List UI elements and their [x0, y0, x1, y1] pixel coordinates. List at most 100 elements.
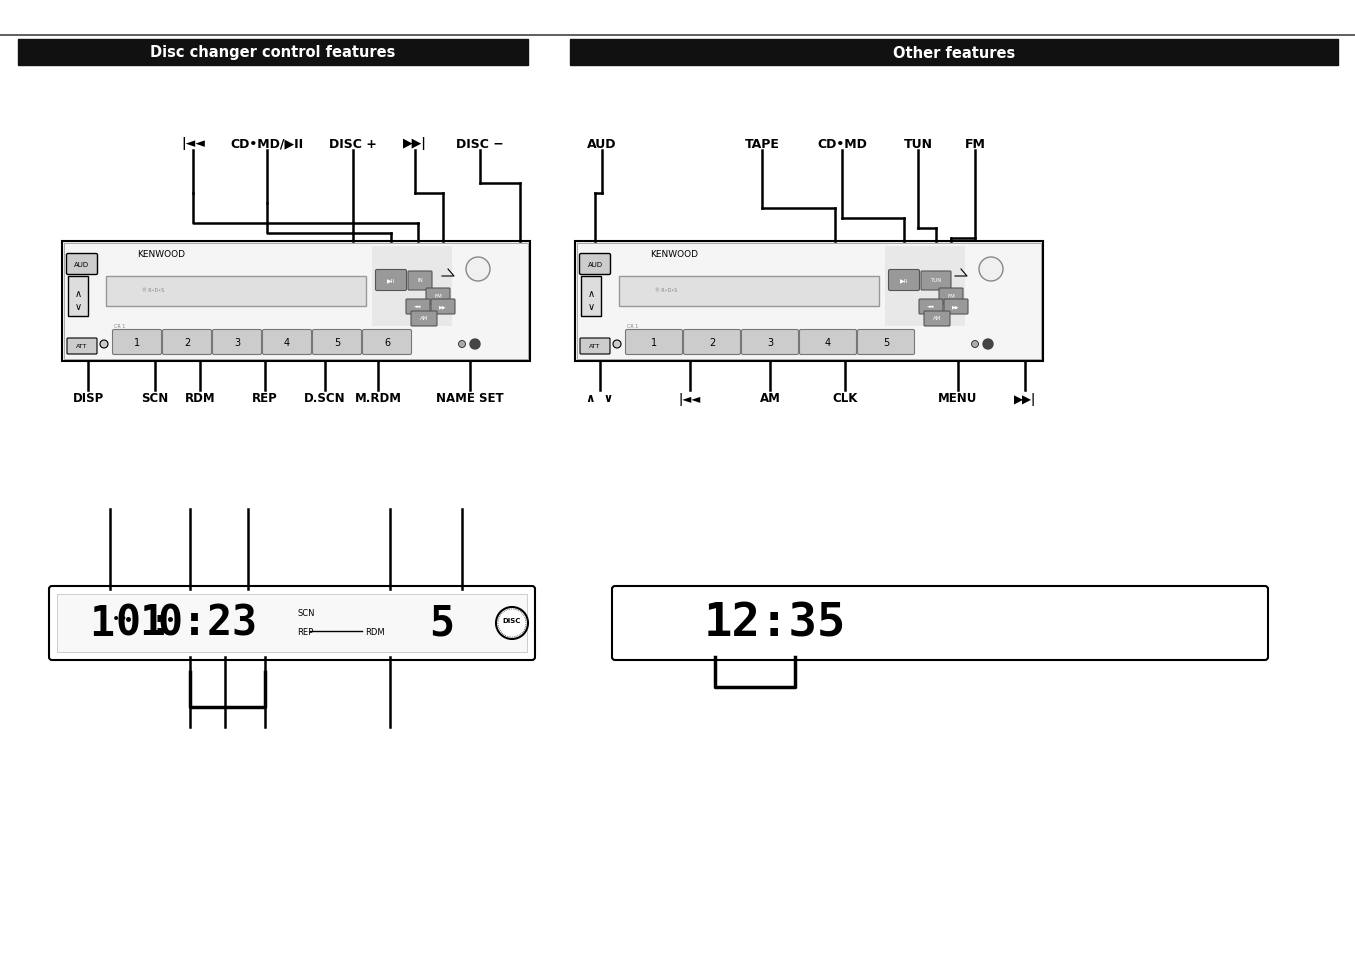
Text: AM: AM [932, 316, 942, 321]
Text: ∧: ∧ [588, 289, 595, 298]
FancyBboxPatch shape [626, 330, 683, 355]
FancyBboxPatch shape [163, 330, 211, 355]
Text: 1: 1 [89, 602, 115, 644]
FancyBboxPatch shape [313, 330, 362, 355]
Text: AM: AM [420, 316, 428, 321]
Text: ◄◄: ◄◄ [415, 304, 421, 309]
Text: AUD: AUD [75, 262, 89, 268]
Text: CLK: CLK [832, 392, 858, 405]
Bar [581, 276, 602, 316]
Bar [373, 247, 453, 327]
Bar [64, 244, 528, 359]
Text: IN: IN [417, 278, 423, 283]
Text: CD•MD/▶II: CD•MD/▶II [230, 137, 304, 151]
Bar [57, 595, 527, 652]
FancyBboxPatch shape [889, 271, 920, 292]
Circle shape [466, 257, 491, 282]
Text: ▶▶: ▶▶ [953, 304, 959, 309]
FancyBboxPatch shape [49, 586, 535, 660]
Bar [577, 244, 1041, 359]
Bar [619, 276, 879, 307]
Text: ••: •• [111, 612, 129, 625]
FancyBboxPatch shape [858, 330, 915, 355]
Text: 2: 2 [184, 337, 190, 348]
FancyBboxPatch shape [431, 299, 455, 314]
FancyBboxPatch shape [66, 254, 98, 275]
Text: RDM: RDM [364, 627, 385, 636]
Text: AM: AM [760, 392, 780, 405]
FancyBboxPatch shape [66, 338, 98, 355]
Circle shape [100, 340, 108, 349]
Text: 4: 4 [285, 337, 290, 348]
FancyBboxPatch shape [580, 254, 611, 275]
Text: 6: 6 [383, 337, 390, 348]
FancyBboxPatch shape [919, 299, 943, 314]
Text: DISP: DISP [72, 392, 103, 405]
Text: 1: 1 [650, 337, 657, 348]
Bar [885, 247, 965, 327]
Text: DISC +: DISC + [329, 137, 377, 151]
Text: TUN: TUN [931, 278, 942, 283]
Text: 2: 2 [709, 337, 715, 348]
FancyBboxPatch shape [741, 330, 798, 355]
FancyBboxPatch shape [112, 330, 161, 355]
Text: FM: FM [434, 294, 442, 299]
Circle shape [470, 339, 480, 350]
Text: ▶II: ▶II [386, 278, 396, 283]
Text: ▶▶: ▶▶ [439, 304, 447, 309]
Text: ∧: ∧ [75, 289, 81, 298]
Bar [62, 242, 530, 361]
Text: 0:23: 0:23 [157, 602, 257, 644]
FancyBboxPatch shape [683, 330, 740, 355]
FancyBboxPatch shape [411, 312, 438, 327]
Text: FM: FM [965, 137, 985, 151]
Text: 01: 01 [115, 602, 165, 644]
Text: ATT: ATT [76, 344, 88, 349]
Text: 12:35: 12:35 [703, 601, 847, 646]
Text: ◄◄: ◄◄ [927, 304, 935, 309]
Text: FM: FM [947, 294, 955, 299]
Text: ATT: ATT [589, 344, 600, 349]
Text: Disc changer control features: Disc changer control features [150, 46, 396, 60]
Text: DISC: DISC [503, 618, 522, 623]
Text: 3: 3 [234, 337, 240, 348]
Text: ∨: ∨ [588, 302, 595, 312]
Circle shape [980, 257, 1003, 282]
Text: 5: 5 [883, 337, 889, 348]
Text: ▶▶|: ▶▶| [402, 137, 427, 151]
Text: |◄◄: |◄◄ [182, 137, 205, 151]
Bar [106, 276, 366, 307]
Text: TAPE: TAPE [744, 137, 779, 151]
Text: REP: REP [252, 392, 278, 405]
Text: M.RDM: M.RDM [355, 392, 401, 405]
Text: DISC −: DISC − [457, 137, 504, 151]
Text: NAME SET: NAME SET [436, 392, 504, 405]
FancyBboxPatch shape [263, 330, 312, 355]
Text: AUD: AUD [588, 262, 603, 268]
Text: ∨: ∨ [75, 302, 81, 312]
FancyBboxPatch shape [799, 330, 856, 355]
Bar [575, 242, 1043, 361]
Text: 1: 1 [134, 337, 140, 348]
Circle shape [496, 607, 528, 639]
FancyBboxPatch shape [363, 330, 412, 355]
Text: :: : [148, 604, 172, 642]
Text: RDM: RDM [184, 392, 215, 405]
FancyBboxPatch shape [612, 586, 1268, 660]
Text: ® R•D•S: ® R•D•S [654, 288, 678, 293]
Bar [68, 276, 88, 316]
FancyBboxPatch shape [406, 299, 430, 314]
Text: ∧  ∨: ∧ ∨ [587, 392, 614, 405]
FancyBboxPatch shape [425, 289, 450, 305]
FancyBboxPatch shape [408, 272, 432, 291]
Text: |◄◄: |◄◄ [679, 392, 701, 405]
Bar [570, 40, 1337, 66]
Circle shape [458, 341, 466, 348]
Text: 4: 4 [825, 337, 831, 348]
Text: AUD: AUD [587, 137, 617, 151]
Text: CR 1: CR 1 [627, 324, 638, 329]
Text: SCN: SCN [141, 392, 168, 405]
Text: 5: 5 [430, 602, 454, 644]
FancyBboxPatch shape [213, 330, 262, 355]
Text: TUN: TUN [904, 137, 932, 151]
